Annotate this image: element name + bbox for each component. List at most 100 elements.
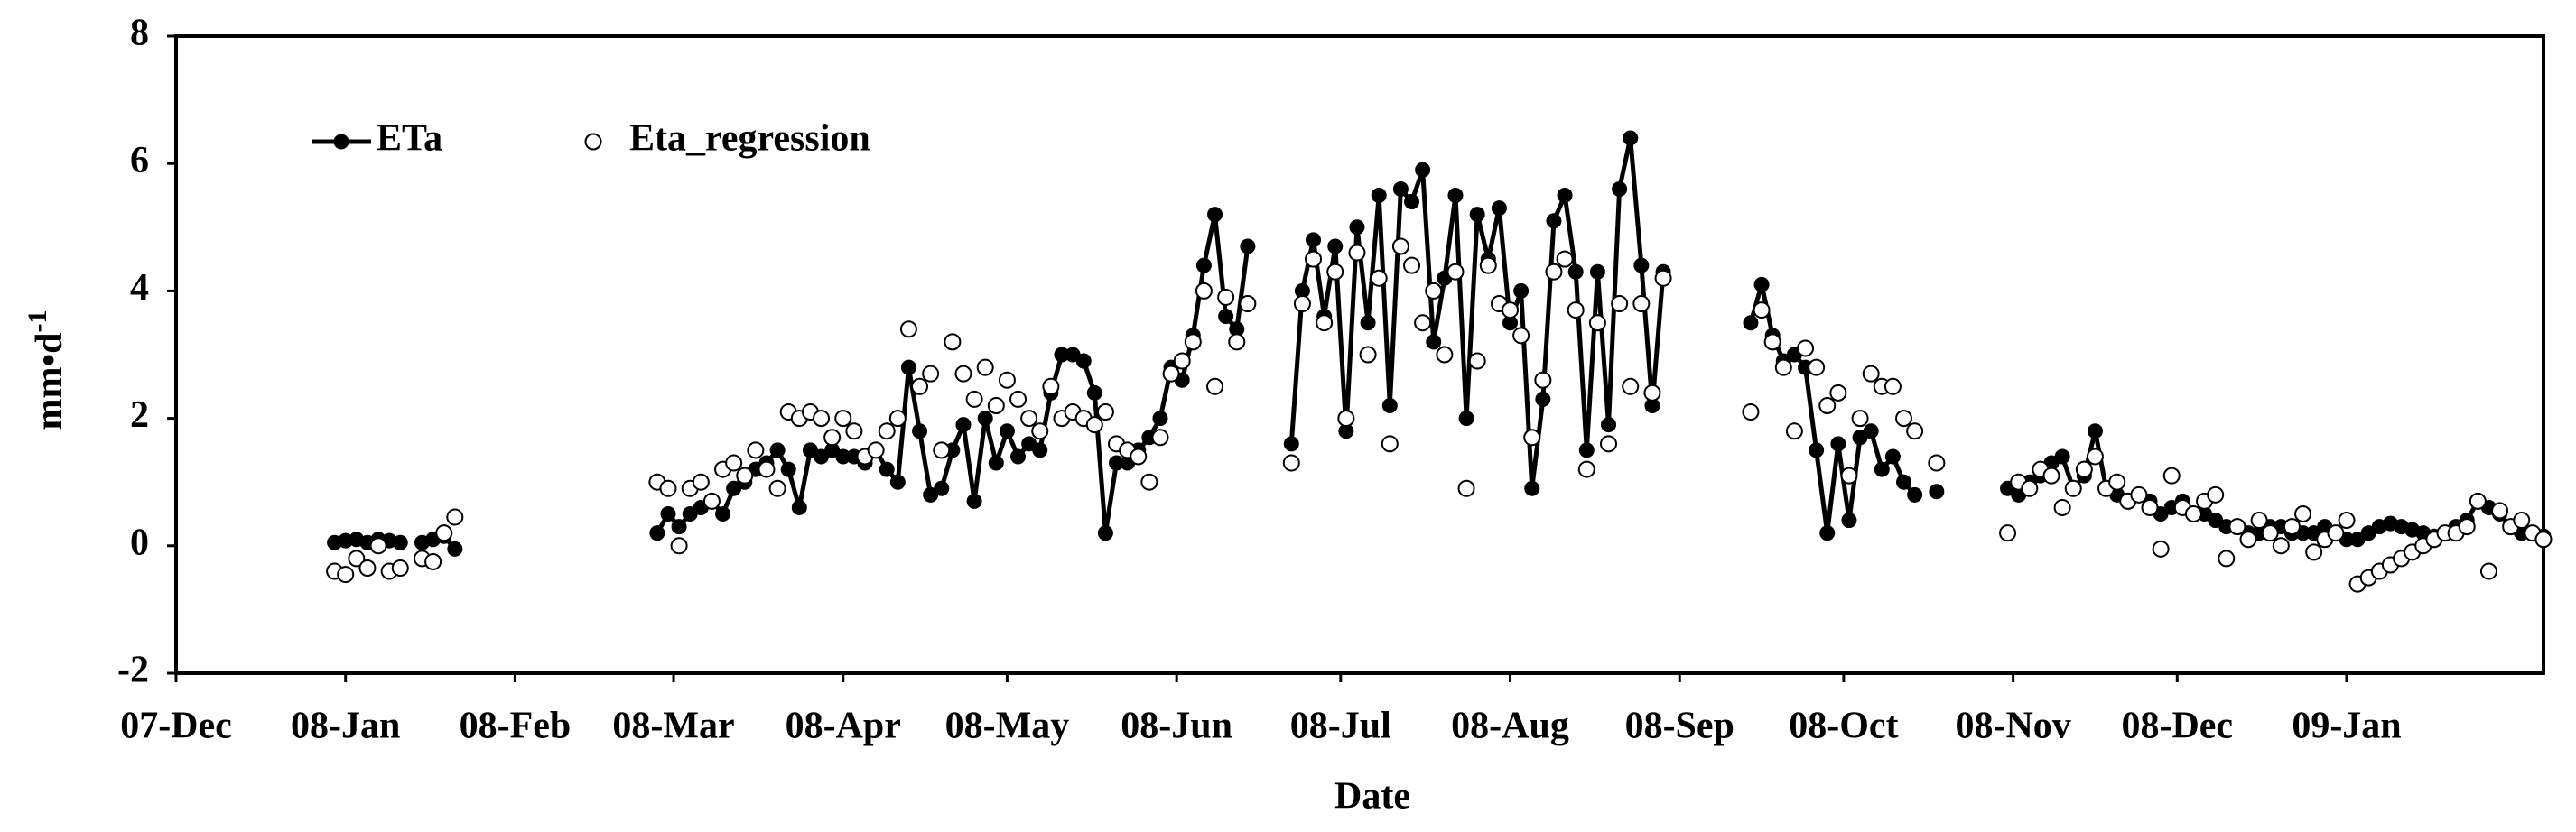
data-point bbox=[446, 508, 464, 526]
data-point bbox=[447, 541, 463, 557]
data-point bbox=[1391, 237, 1409, 255]
data-point bbox=[911, 377, 929, 395]
data-point bbox=[1999, 524, 2017, 542]
x-tick-label: 08-Feb bbox=[460, 706, 572, 747]
data-point bbox=[1785, 422, 1803, 440]
data-point bbox=[1535, 391, 1551, 407]
data-point bbox=[1348, 244, 1366, 262]
data-point bbox=[1742, 403, 1760, 421]
data-point bbox=[2479, 562, 2497, 580]
data-point bbox=[2064, 479, 2082, 497]
data-point bbox=[1611, 295, 1629, 313]
data-point bbox=[2250, 512, 2268, 530]
data-point bbox=[1622, 377, 1640, 395]
data-point bbox=[1906, 422, 1924, 440]
data-point bbox=[1753, 301, 1771, 319]
x-tick-label: 08-Sep bbox=[1625, 706, 1734, 747]
data-point bbox=[358, 559, 377, 578]
data-point bbox=[1195, 257, 1212, 273]
data-point bbox=[878, 422, 896, 440]
data-point bbox=[1360, 315, 1376, 331]
data-point bbox=[2042, 467, 2060, 485]
data-point bbox=[987, 396, 1005, 414]
data-point bbox=[1426, 334, 1442, 350]
data-point bbox=[1140, 473, 1158, 491]
data-point bbox=[2162, 467, 2181, 485]
data-point bbox=[976, 358, 994, 376]
data-point bbox=[2207, 485, 2225, 504]
data-point bbox=[702, 492, 721, 510]
data-point bbox=[1032, 442, 1048, 458]
data-point bbox=[2283, 518, 2301, 536]
data-point bbox=[2534, 531, 2553, 549]
data-point bbox=[2108, 473, 2126, 491]
x-tick-label: 08-Aug bbox=[1451, 706, 1569, 747]
data-point bbox=[1589, 263, 1605, 280]
data-point bbox=[1085, 416, 1103, 434]
data-point bbox=[1929, 484, 1945, 500]
data-point bbox=[1371, 188, 1387, 203]
data-point bbox=[1523, 429, 1541, 447]
data-point bbox=[1808, 358, 1826, 376]
data-point bbox=[369, 537, 387, 555]
data-point bbox=[1152, 411, 1168, 427]
y-tick-label: 0 bbox=[130, 522, 149, 563]
data-point bbox=[1436, 346, 1454, 364]
data-point bbox=[1633, 257, 1650, 273]
data-point bbox=[1502, 301, 1520, 319]
data-point bbox=[2338, 512, 2356, 530]
data-point bbox=[1841, 513, 1857, 529]
data-point bbox=[1577, 460, 1595, 478]
data-point bbox=[900, 359, 916, 375]
data-point bbox=[791, 499, 807, 515]
data-point bbox=[1524, 480, 1540, 496]
legend-marker bbox=[333, 134, 349, 150]
data-point bbox=[725, 454, 743, 472]
data-point bbox=[999, 423, 1015, 439]
data-point bbox=[922, 365, 940, 383]
data-point bbox=[2261, 524, 2279, 542]
data-point bbox=[1392, 180, 1409, 197]
data-point bbox=[1601, 417, 1617, 433]
data-point bbox=[1217, 288, 1235, 306]
data-point bbox=[1042, 377, 1060, 395]
data-point bbox=[1425, 282, 1443, 300]
data-point bbox=[955, 417, 972, 433]
data-point bbox=[660, 506, 676, 522]
data-point bbox=[1414, 314, 1432, 332]
data-point bbox=[1578, 442, 1595, 458]
data-point bbox=[1381, 397, 1398, 413]
data-point bbox=[769, 442, 786, 458]
data-point bbox=[1829, 384, 1847, 402]
data-point bbox=[1600, 435, 1618, 453]
data-point bbox=[2054, 448, 2070, 465]
data-point bbox=[1403, 256, 1421, 274]
x-tick-label: 08-Mar bbox=[612, 706, 734, 747]
data-point bbox=[912, 423, 928, 439]
y-tick-label: -2 bbox=[117, 650, 149, 691]
data-point bbox=[736, 467, 754, 485]
data-point bbox=[888, 410, 907, 428]
data-point bbox=[2305, 543, 2323, 561]
data-point bbox=[899, 320, 917, 338]
data-point bbox=[1010, 448, 1027, 465]
data-point bbox=[965, 390, 983, 408]
data-point bbox=[867, 441, 885, 459]
data-point bbox=[2513, 512, 2531, 530]
data-point bbox=[1097, 525, 1113, 541]
data-point bbox=[1545, 263, 1563, 281]
data-point bbox=[1381, 435, 1399, 453]
data-point bbox=[1895, 410, 1913, 428]
legend-label: Eta_regression bbox=[629, 118, 870, 160]
data-point bbox=[2130, 485, 2148, 504]
data-point bbox=[2327, 524, 2345, 542]
data-point bbox=[1206, 377, 1224, 395]
data-point bbox=[1512, 327, 1530, 345]
data-point bbox=[2053, 498, 2071, 516]
data-point bbox=[1468, 352, 1486, 370]
data-point bbox=[1809, 442, 1825, 458]
data-point bbox=[1337, 410, 1355, 428]
data-point bbox=[889, 474, 906, 490]
data-point bbox=[659, 479, 677, 497]
y-axis-title-main: mm•d bbox=[29, 332, 70, 430]
